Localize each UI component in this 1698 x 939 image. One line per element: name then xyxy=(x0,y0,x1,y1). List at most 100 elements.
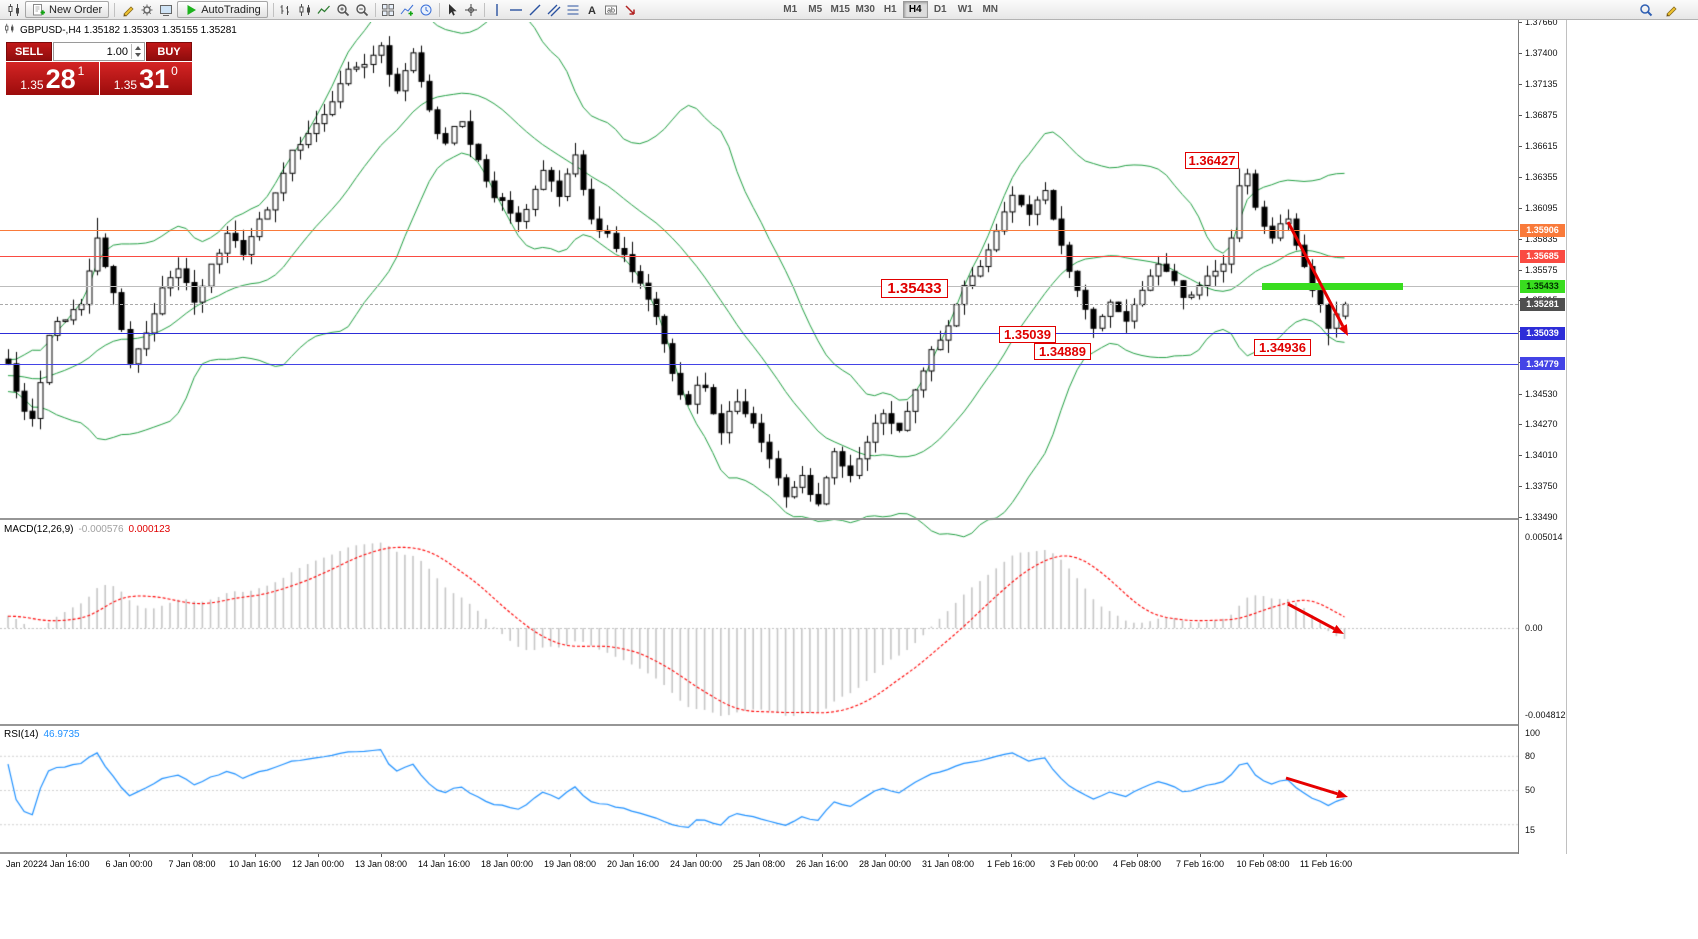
timeframe-w1[interactable]: W1 xyxy=(957,4,973,15)
time-axis-label: 24 Jan 00:00 xyxy=(669,859,723,869)
volume-field[interactable]: 1.00 xyxy=(53,42,145,61)
zoom-out-icon[interactable] xyxy=(353,1,372,18)
timeframe-m1[interactable]: M1 xyxy=(783,4,798,15)
text-label-icon[interactable]: ab xyxy=(602,1,621,18)
text-icon[interactable]: A xyxy=(583,1,602,18)
period-icon[interactable] xyxy=(417,1,436,18)
chart-canvas[interactable] xyxy=(0,22,1518,852)
macd-title: MACD(12,26,9) xyxy=(4,524,74,535)
time-axis[interactable]: Jan 2022 4 Jan 16:00 6 Jan 00:00 7 Jan 08:0… xyxy=(0,854,1567,873)
macd-main-value: -0.000576 xyxy=(78,524,124,535)
timeframe-h1[interactable]: H1 xyxy=(883,4,897,15)
price-level-label-1.35906: 1.35906 xyxy=(1520,223,1565,237)
time-tick xyxy=(822,854,823,857)
metaeditor-icon[interactable] xyxy=(118,1,137,18)
new-chart-icon[interactable] xyxy=(4,1,23,18)
time-tick xyxy=(444,854,445,857)
fullscreen-icon[interactable] xyxy=(156,1,175,18)
bar-chart-icon[interactable] xyxy=(277,1,296,18)
rsi-value: 46.9735 xyxy=(43,729,80,740)
time-axis-label: 25 Jan 08:00 xyxy=(732,859,786,869)
indicators-icon[interactable] xyxy=(398,1,417,18)
price-annotation-1.35433[interactable]: 1.35433 xyxy=(881,279,948,298)
timeframe-m5[interactable]: M5 xyxy=(808,4,823,15)
price-tick-label: 1.37400 xyxy=(1525,47,1558,58)
zoom-in-icon[interactable] xyxy=(334,1,353,18)
volume-increase-icon[interactable] xyxy=(134,46,141,51)
autotrading-button[interactable]: AutoTrading xyxy=(177,1,268,18)
price-tick xyxy=(1519,393,1522,395)
price-tick xyxy=(1519,207,1522,209)
hline-1.35433[interactable] xyxy=(0,286,1518,287)
fibonacci-icon[interactable] xyxy=(564,1,583,18)
price-tick-label: 1.34530 xyxy=(1525,388,1558,399)
new-order-button[interactable]: New Order xyxy=(25,1,110,18)
quick-edit-icon[interactable] xyxy=(1661,1,1680,18)
toolbar-separator xyxy=(438,2,440,17)
arrows-icon[interactable] xyxy=(621,1,640,18)
hline-1.35281[interactable] xyxy=(0,304,1518,305)
panel-splitter[interactable] xyxy=(0,724,1567,726)
price-annotation-1.36427[interactable]: 1.36427 xyxy=(1185,152,1239,169)
timeframe-h4[interactable]: H4 xyxy=(902,1,928,18)
sell-price-display[interactable]: 1.35 28 1 xyxy=(6,62,99,95)
tile-windows-icon[interactable] xyxy=(379,1,398,18)
volume-decrease-icon[interactable] xyxy=(134,52,141,57)
equidistant-channel-icon[interactable] xyxy=(545,1,564,18)
timeframe-m15[interactable]: M15 xyxy=(830,4,850,15)
price-axis[interactable]: 1.37660 1.37400 1.37135 1.36875 1.36615 1.363… xyxy=(1518,17,1567,873)
price-tick-label: 1.35575 xyxy=(1525,264,1558,275)
price-tick xyxy=(1519,84,1522,86)
cursor-icon[interactable] xyxy=(443,1,462,18)
time-axis-label: 14 Jan 16:00 xyxy=(417,859,471,869)
hline-1.35906[interactable] xyxy=(0,230,1518,231)
time-tick xyxy=(1074,854,1075,857)
time-axis-label: 13 Jan 08:00 xyxy=(354,859,408,869)
hline-1.35685[interactable] xyxy=(0,256,1518,257)
svg-text:A: A xyxy=(588,5,596,17)
candlestick-chart-icon[interactable] xyxy=(296,1,315,18)
macd-axis-label: 0.00 xyxy=(1525,623,1543,633)
price-level-label-1.35281: 1.35281 xyxy=(1520,297,1565,311)
vertical-line-icon[interactable] xyxy=(488,1,507,18)
price-zone-bar[interactable] xyxy=(1262,283,1403,290)
buy-price-display[interactable]: 1.35 31 0 xyxy=(99,62,192,95)
price-tick xyxy=(1519,176,1522,178)
crosshair-icon[interactable] xyxy=(462,1,481,18)
time-tick xyxy=(570,854,571,857)
line-chart-icon[interactable] xyxy=(315,1,334,18)
time-tick xyxy=(129,854,130,857)
time-axis-label: 1 Feb 16:00 xyxy=(986,859,1036,869)
search-icon[interactable] xyxy=(1636,1,1655,18)
options-icon[interactable] xyxy=(137,1,156,18)
buy-price-prefix: 1.35 xyxy=(113,78,138,92)
time-axis-label: 10 Feb 08:00 xyxy=(1236,859,1290,869)
panel-splitter[interactable] xyxy=(0,518,1567,520)
time-axis-label: 3 Feb 00:00 xyxy=(1049,859,1099,869)
trendline-icon[interactable] xyxy=(526,1,545,18)
hline-1.35039[interactable] xyxy=(0,333,1518,334)
svg-text:ab: ab xyxy=(607,7,615,14)
time-axis-label: 18 Jan 00:00 xyxy=(480,859,534,869)
time-tick xyxy=(1200,854,1201,857)
horizontal-line-icon[interactable] xyxy=(507,1,526,18)
price-annotation-1.34936[interactable]: 1.34936 xyxy=(1254,339,1311,356)
timeframe-mn[interactable]: MN xyxy=(982,4,998,15)
price-annotation-1.34889[interactable]: 1.34889 xyxy=(1034,343,1091,360)
price-tick-label: 1.35835 xyxy=(1525,233,1558,244)
sell-button[interactable]: SELL xyxy=(6,42,52,61)
price-tick-label: 1.36875 xyxy=(1525,110,1558,121)
price-annotation-1.35039[interactable]: 1.35039 xyxy=(999,326,1056,343)
panel-splitter[interactable] xyxy=(0,852,1567,854)
price-tick xyxy=(1519,115,1522,117)
time-axis-label: 7 Feb 16:00 xyxy=(1175,859,1225,869)
timeframe-d1[interactable]: D1 xyxy=(933,4,947,15)
autotrading-button-label: AutoTrading xyxy=(201,3,261,16)
hline-1.34779[interactable] xyxy=(0,364,1518,365)
timeframe-m30[interactable]: M30 xyxy=(855,4,875,15)
rsi-axis-label: 80 xyxy=(1525,750,1536,761)
buy-button[interactable]: BUY xyxy=(146,42,192,61)
macd-label-row: MACD(12,26,9) -0.000576 0.000123 xyxy=(4,524,170,535)
